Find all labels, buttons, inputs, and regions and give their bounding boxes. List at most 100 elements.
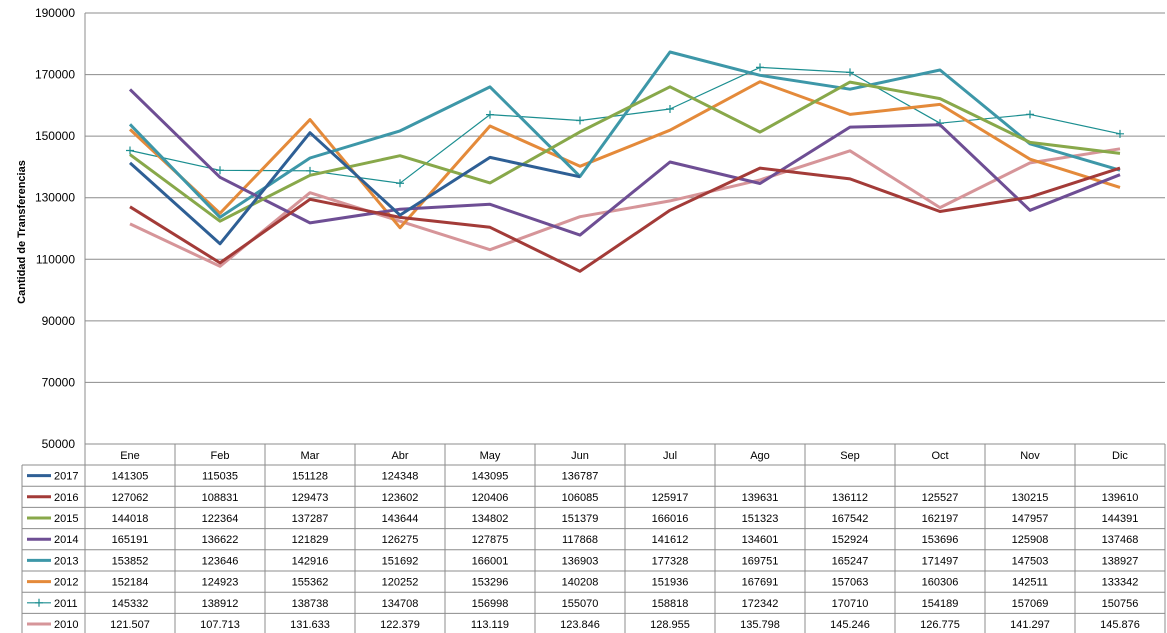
data-label: 113.119 (471, 619, 509, 631)
series-2015 (129, 80, 1121, 223)
data-label: 155070 (562, 598, 599, 610)
data-point (126, 146, 134, 155)
data-label: 151379 (562, 513, 599, 525)
data-label: 147503 (1012, 555, 1049, 567)
data-point (1116, 129, 1124, 138)
legend-label: 2012 (54, 577, 78, 589)
data-label: 147957 (1012, 513, 1049, 525)
data-label: 138912 (202, 598, 239, 610)
legend-item-2017: 2017 (27, 471, 78, 483)
series-line-2016 (129, 166, 1121, 273)
legend-item-2012: 2012 (27, 577, 78, 589)
legend-item-2013: 2013 (27, 555, 78, 567)
data-label: 145.246 (830, 619, 870, 631)
data-label: 167542 (832, 513, 869, 525)
legend-label: 2010 (54, 619, 78, 631)
y-axis-ticks: 50000 70000 90000 110000 130000 150000 170000 1… (35, 6, 75, 451)
data-label: 140208 (562, 577, 599, 589)
data-label: 124923 (202, 577, 239, 589)
series-2014 (128, 88, 1121, 237)
gridlines (84, 12, 1165, 445)
data-label: 142916 (292, 555, 329, 567)
data-point (396, 179, 404, 188)
data-label: 136112 (832, 492, 868, 504)
legend-label: 2016 (54, 492, 78, 504)
data-label: 131.633 (290, 619, 330, 631)
data-label: 122.379 (380, 619, 420, 631)
series-line-2013 (128, 50, 1121, 219)
x-tick-label: May (480, 450, 501, 462)
data-label: 126.775 (920, 619, 960, 631)
data-label: 138738 (292, 598, 329, 610)
legend-item-2010: 2010 (27, 619, 78, 631)
data-point (306, 166, 314, 175)
data-label: 169751 (742, 555, 779, 567)
data-label: 134708 (382, 598, 419, 610)
data-label: 135.798 (740, 619, 780, 631)
data-label: 134802 (472, 513, 509, 525)
data-label: 115035 (202, 471, 238, 483)
data-label: 155362 (292, 577, 329, 589)
legend-label: 2013 (54, 555, 78, 567)
data-label: 139610 (1102, 492, 1139, 504)
data-label: 171497 (922, 555, 959, 567)
data-label: 121829 (292, 534, 329, 546)
data-label: 145332 (112, 598, 149, 610)
data-label: 137287 (292, 513, 329, 525)
y-tick-label: 70000 (42, 375, 76, 389)
data-label: 172342 (742, 598, 779, 610)
x-tick-label: Ago (750, 450, 770, 462)
data-label: 106085 (562, 492, 599, 504)
data-label: 152184 (112, 577, 149, 589)
data-label: 153852 (112, 555, 149, 567)
data-point (216, 166, 224, 175)
data-point (1026, 110, 1034, 119)
data-label: 123602 (382, 492, 419, 504)
y-tick-label: 50000 (42, 437, 76, 451)
data-label: 151128 (292, 471, 328, 483)
y-axis-label: Cantidad de Transferencias (16, 160, 28, 304)
series-line-2014 (128, 88, 1121, 237)
data-point (576, 116, 584, 125)
legend-label: 2015 (54, 513, 78, 525)
data-label: 152924 (832, 534, 869, 546)
data-label: 177328 (652, 555, 689, 567)
x-tick-label: Mar (301, 450, 320, 462)
data-label: 166001 (472, 555, 509, 567)
data-label: 141612 (652, 534, 689, 546)
series-lines (126, 50, 1124, 273)
data-label: 142511 (1012, 577, 1048, 589)
data-label: 107.713 (200, 619, 240, 631)
x-tick-label: Ene (120, 450, 140, 462)
data-label: 136622 (202, 534, 239, 546)
data-label: 134601 (742, 534, 779, 546)
data-point (666, 104, 674, 113)
series-2017 (128, 131, 581, 246)
data-label: 157063 (832, 577, 869, 589)
data-label: 167691 (742, 577, 779, 589)
data-label: 153696 (922, 534, 959, 546)
data-label: 127062 (112, 492, 149, 504)
series-line-2010 (129, 147, 1121, 268)
data-point (756, 63, 764, 72)
data-label: 125527 (922, 492, 959, 504)
x-tick-label: Oct (931, 450, 948, 462)
data-label: 157069 (1012, 598, 1049, 610)
data-point (846, 68, 854, 77)
x-tick-label: Abr (391, 450, 408, 462)
legend-label: 2011 (54, 598, 78, 610)
data-label: 153296 (472, 577, 509, 589)
data-label: 117868 (562, 534, 598, 546)
x-tick-label: Sep (840, 450, 860, 462)
data-label: 166016 (652, 513, 689, 525)
legend-item-2011: 2011 (27, 598, 78, 610)
legend-item-2014: 2014 (27, 534, 78, 546)
y-tick-label: 130000 (35, 191, 75, 205)
data-label: 124348 (382, 471, 419, 483)
data-table: Ene Feb Mar Abr May Jun Jul Ago Sep Oct Nov Dic 2017… (21, 443, 1166, 633)
data-label: 136903 (562, 555, 599, 567)
data-label: 158818 (652, 598, 689, 610)
series-line-2017 (128, 131, 581, 246)
data-label: 143095 (472, 471, 509, 483)
